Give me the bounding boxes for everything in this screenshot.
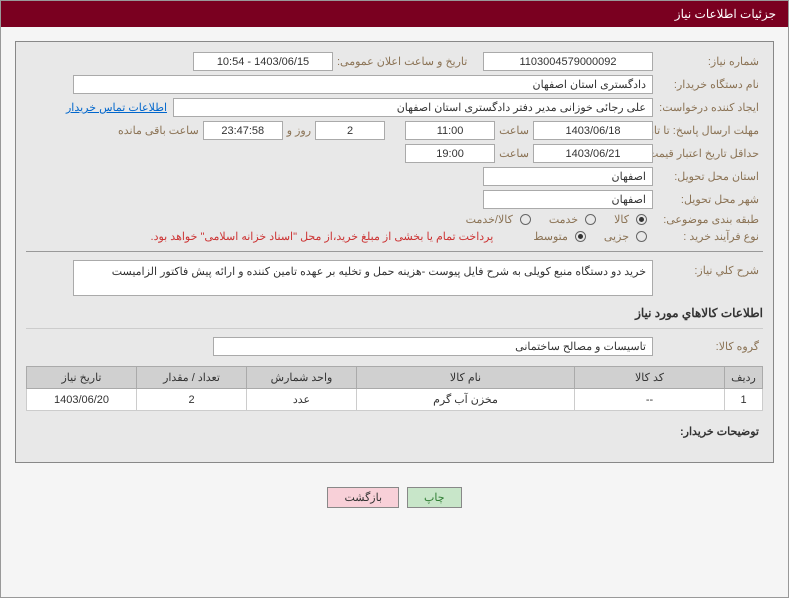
summary-label: شرح کلي نياز: [653, 260, 763, 277]
goods-table: ردیفکد کالانام کالاواحد شمارشتعداد / مقد… [26, 366, 763, 411]
print-button[interactable]: چاپ [407, 487, 462, 508]
goods-section-title: اطلاعات کالاهاي مورد نياز [26, 300, 763, 326]
goods-group-value: تاسیسات و مصالح ساختمانی [213, 337, 653, 356]
remaining-suffix: ساعت باقی مانده [114, 124, 203, 137]
table-header-cell: کد کالا [575, 367, 725, 389]
deadline-date: 1403/06/18 [533, 121, 653, 140]
table-header-cell: ردیف [725, 367, 763, 389]
buyer-contact-link[interactable]: اطلاعات تماس خریدار [60, 101, 173, 114]
buyer-notes-label: توضیحات خریدار: [676, 425, 763, 438]
main-form-panel: شماره نیاز: 1103004579000092 تاریخ و ساع… [15, 41, 774, 463]
radio-icon [636, 231, 647, 242]
delivery-province: اصفهان [483, 167, 653, 186]
requester-value: علی رجائی خوزانی مدیر دفتر دادگستری استا… [173, 98, 653, 117]
need-no-label: شماره نیاز: [653, 55, 763, 68]
buyer-org-value: دادگستری استان اصفهان [73, 75, 653, 94]
purchase-type-radio-group: جزیی متوسط [523, 230, 653, 243]
back-button[interactable]: بازگشت [327, 487, 399, 508]
purchase-type-option[interactable]: جزیی [594, 230, 653, 243]
delivery-province-label: استان محل تحویل: [653, 170, 763, 183]
need-no-value: 1103004579000092 [483, 52, 653, 71]
button-row: چاپ بازگشت [1, 477, 788, 512]
validity-time: 19:00 [405, 144, 495, 163]
table-row: 1--مخزن آب گرمعدد21403/06/20 [27, 389, 763, 411]
table-header-cell: واحد شمارش [247, 367, 357, 389]
table-cell: 1403/06/20 [27, 389, 137, 411]
radio-icon [636, 214, 647, 225]
radio-icon [575, 231, 586, 242]
radio-label: متوسط [529, 230, 572, 243]
table-header-cell: نام کالا [357, 367, 575, 389]
radio-icon [585, 214, 596, 225]
table-cell: مخزن آب گرم [357, 389, 575, 411]
table-cell: عدد [247, 389, 357, 411]
time-label-1: ساعت [495, 124, 533, 137]
delivery-city: اصفهان [483, 190, 653, 209]
radio-label: کالا [610, 213, 633, 226]
validity-date: 1403/06/21 [533, 144, 653, 163]
radio-label: جزیی [600, 230, 633, 243]
buyer-org-label: نام دستگاه خریدار: [653, 78, 763, 91]
table-header-row: ردیفکد کالانام کالاواحد شمارشتعداد / مقد… [27, 367, 763, 389]
time-label-2: ساعت [495, 147, 533, 160]
deadline-label: مهلت ارسال پاسخ: تا تاریخ: [653, 124, 763, 137]
purchase-type-label: نوع فرآیند خرید : [653, 230, 763, 243]
days-remaining: 2 [315, 121, 385, 140]
section-separator [26, 328, 763, 329]
days-and-label: روز و [283, 124, 315, 137]
category-option[interactable]: خدمت [539, 213, 602, 226]
radio-icon [520, 214, 531, 225]
time-remaining: 23:47:58 [203, 121, 283, 140]
radio-label: خدمت [545, 213, 582, 226]
table-cell: 1 [725, 389, 763, 411]
category-radio-group: کالا خدمت کالا/خدمت [456, 213, 653, 226]
deadline-time: 11:00 [405, 121, 495, 140]
table-cell: 2 [137, 389, 247, 411]
delivery-city-label: شهر محل تحویل: [653, 193, 763, 206]
category-option[interactable]: کالا/خدمت [456, 213, 537, 226]
purchase-type-option[interactable]: متوسط [523, 230, 592, 243]
payment-note: پرداخت تمام یا بخشی از مبلغ خرید،از محل … [151, 230, 494, 243]
divider [26, 251, 763, 252]
panel-header: جزئیات اطلاعات نیاز [1, 1, 788, 27]
table-body: 1--مخزن آب گرمعدد21403/06/20 [27, 389, 763, 411]
table-cell: -- [575, 389, 725, 411]
panel-title: جزئیات اطلاعات نیاز [675, 7, 776, 21]
table-header-cell: تاریخ نیاز [27, 367, 137, 389]
summary-text: خرید دو دستگاه منبع کویلی به شرح فایل پی… [73, 260, 653, 296]
category-label: طبقه بندی موضوعی: [653, 213, 763, 226]
announce-date-label: تاریخ و ساعت اعلان عمومی: [333, 55, 483, 68]
announce-date-value: 1403/06/15 - 10:54 [193, 52, 333, 71]
category-option[interactable]: کالا [604, 213, 653, 226]
radio-label: کالا/خدمت [462, 213, 517, 226]
table-header-cell: تعداد / مقدار [137, 367, 247, 389]
requester-label: ایجاد کننده درخواست: [653, 101, 763, 114]
goods-group-label: گروه کالا: [653, 340, 763, 353]
